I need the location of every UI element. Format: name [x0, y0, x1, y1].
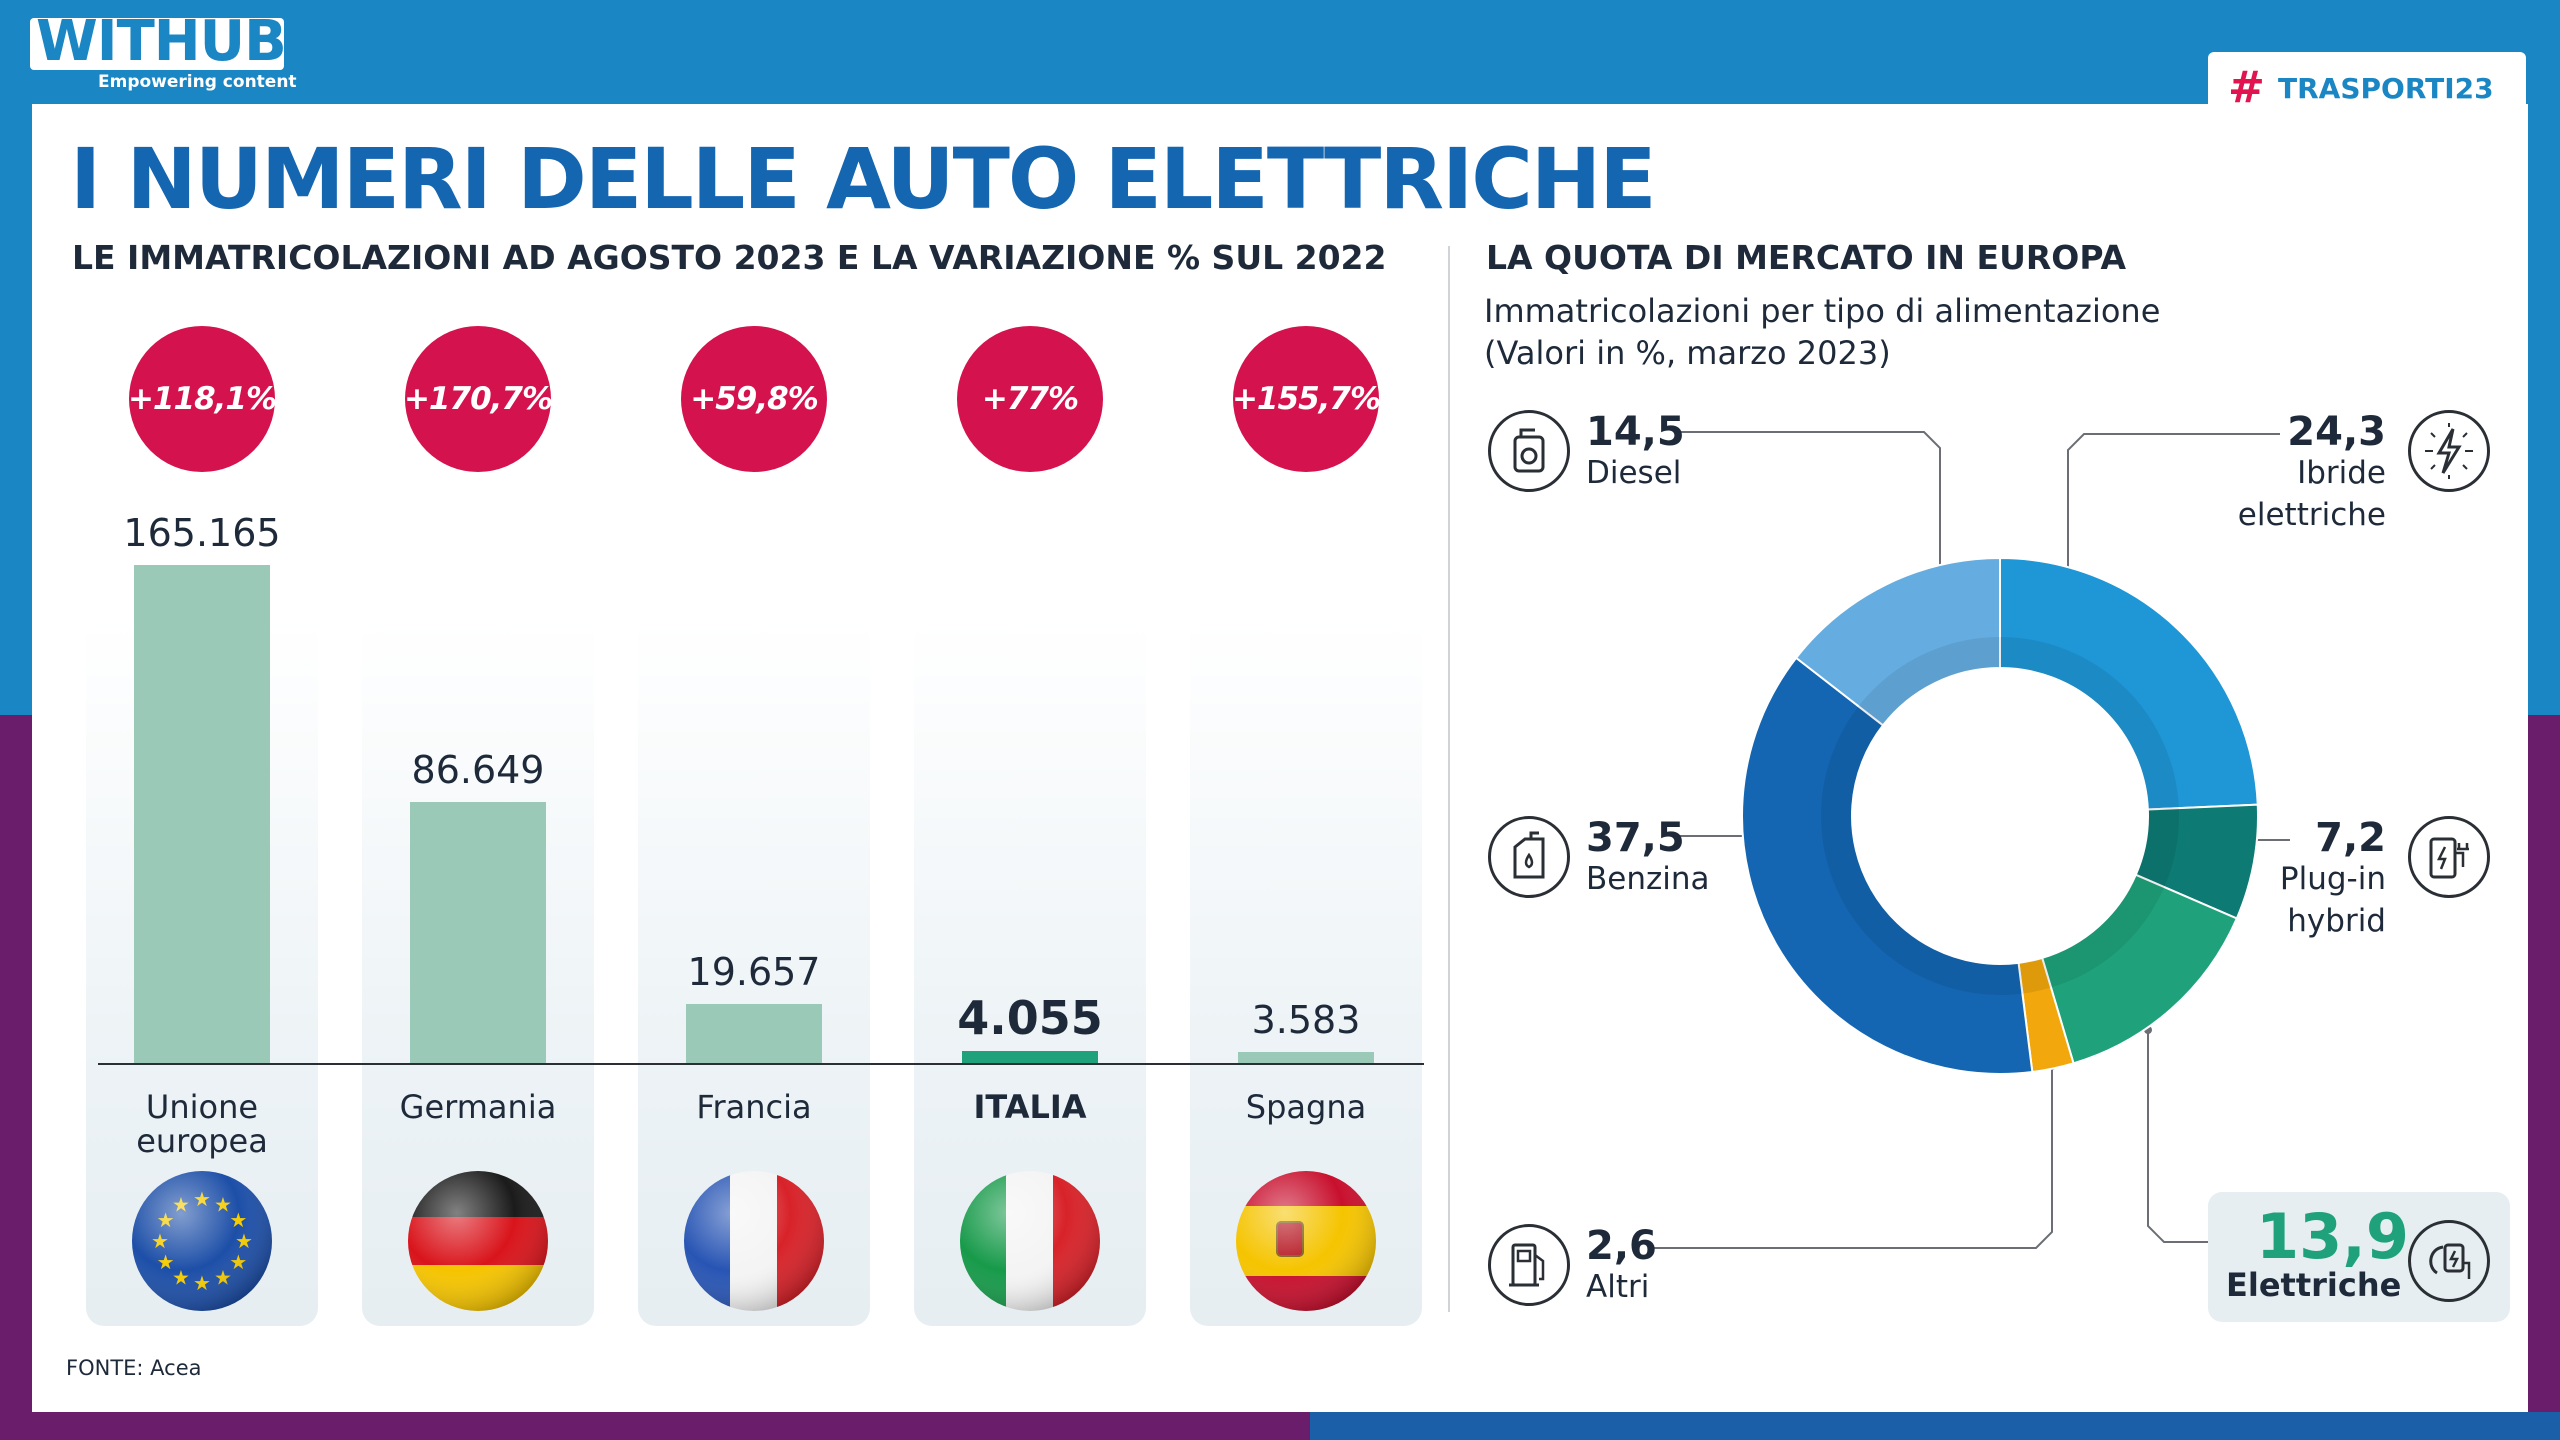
bar-value-label: 19.657 — [687, 949, 821, 994]
brand-logo-box — [30, 18, 284, 70]
donut-chart-description: Immatricolazioni per tipo di alimentazio… — [1484, 290, 2160, 374]
change-badge: +118,1% — [128, 326, 277, 472]
italy-flag-icon — [960, 1171, 1100, 1311]
country-label-line: Francia — [696, 1088, 812, 1126]
donut-hole — [1852, 668, 2148, 964]
ibride-label-line-2: elettriche — [2237, 497, 2386, 533]
altri-value: 2,6 — [1586, 1223, 1657, 1269]
bar — [962, 1050, 1098, 1063]
donut-desc-line-2: (Valori in %, marzo 2023) — [1484, 334, 1891, 372]
diesel-value: 14,5 — [1586, 409, 1685, 455]
brand-tagline: Empowering content — [98, 72, 297, 92]
benzina-value: 37,5 — [1586, 815, 1685, 861]
bar-value-label: 165.165 — [123, 511, 281, 555]
ibride-value: 24,3 — [2287, 409, 2386, 455]
plugin-label: Plug-in hybrid — [2150, 858, 2386, 942]
bar — [134, 565, 270, 1063]
donut-chart-subtitle: LA QUOTA DI MERCATO IN EUROPA — [1486, 238, 2127, 277]
hashtag-icon: # — [2228, 62, 2265, 113]
country-label-line: Spagna — [1245, 1088, 1367, 1126]
altri-label: Altri — [1586, 1269, 1650, 1305]
ev-charger-icon — [2408, 1220, 2490, 1302]
donut-inner-shade — [1821, 637, 2179, 995]
section-divider — [1448, 246, 1450, 1312]
plug-in-pump-icon — [2408, 816, 2490, 898]
bar-chart-baseline — [98, 1063, 1424, 1065]
country-label: Francia — [638, 1090, 870, 1124]
partner-name: TRASPORTI23 — [2278, 72, 2494, 105]
country-label-line: Germania — [399, 1088, 557, 1126]
bar — [410, 801, 546, 1063]
country-label: ITALIA — [914, 1090, 1146, 1124]
bar-value-label: 86.649 — [411, 747, 545, 792]
plugin-value: 7,2 — [2315, 815, 2386, 861]
change-badge: +170,7% — [404, 326, 553, 472]
country-label: Unione europea — [86, 1090, 318, 1158]
bar — [1238, 1052, 1374, 1063]
page-title: I NUMERI DELLE AUTO ELETTRICHE — [70, 130, 1657, 228]
ibride-label-line-1: Ibride — [2297, 455, 2386, 491]
fuel-pump-icon — [1488, 1224, 1570, 1306]
plugin-label-line-1: Plug-in — [2279, 861, 2386, 897]
country-label-line: ITALIA — [973, 1088, 1087, 1126]
bar-chart-subtitle: LE IMMATRICOLAZIONI AD AGOSTO 2023 E LA … — [72, 238, 1387, 277]
bar — [686, 1003, 822, 1063]
elettriche-value: 13,9 — [2256, 1200, 2409, 1273]
donut-chart — [1741, 556, 2259, 1075]
partner-logo-box — [2208, 52, 2526, 122]
change-badge: +77% — [957, 326, 1103, 472]
country-label: Germania — [362, 1090, 594, 1124]
germany-flag-icon — [408, 1171, 548, 1311]
plugin-label-line-2: hybrid — [2287, 903, 2386, 939]
country-label-line: europea — [136, 1122, 268, 1160]
change-badge: +59,8% — [681, 326, 827, 472]
bottom-strip-right — [1310, 1412, 2560, 1440]
elettriche-label: Elettriche — [2226, 1266, 2402, 1304]
eu-flag-icon: ★★★★★★★★★★★★ — [132, 1171, 272, 1311]
bar-value-label: 4.055 — [957, 990, 1103, 1045]
change-badge: +155,7% — [1232, 326, 1381, 472]
france-flag-icon — [684, 1171, 824, 1311]
ibride-label: Ibride elettriche — [2150, 452, 2386, 536]
source-note: FONTE: Acea — [66, 1356, 202, 1380]
bottom-strip-left — [0, 1412, 1310, 1440]
diesel-can-icon — [1488, 410, 1570, 492]
diesel-label: Diesel — [1586, 455, 1682, 491]
donut-desc-line-1: Immatricolazioni per tipo di alimentazio… — [1484, 292, 2161, 330]
country-label: Spagna — [1190, 1090, 1422, 1124]
petrol-can-icon — [1488, 816, 1570, 898]
spain-flag-icon — [1236, 1171, 1376, 1311]
brand-logo: WITHUB — [36, 9, 287, 74]
benzina-label: Benzina — [1586, 861, 1710, 897]
bar-value-label: 3.583 — [1251, 998, 1361, 1043]
hybrid-bolt-icon — [2408, 410, 2490, 492]
country-label-line: Unione — [145, 1088, 259, 1126]
